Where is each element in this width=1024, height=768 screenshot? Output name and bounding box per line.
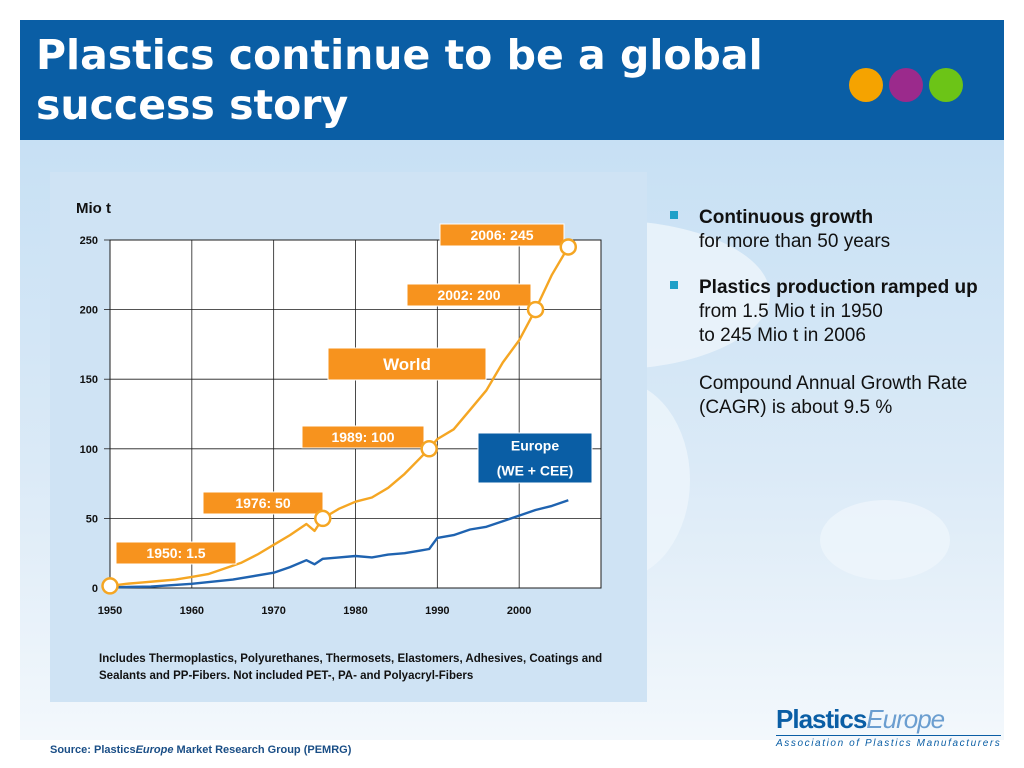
x-tick-label: 1990: [425, 605, 449, 617]
y-tick-label: 200: [80, 305, 98, 317]
annotation-label: 2002: 200: [437, 287, 500, 303]
annotation-label-box: [202, 491, 324, 515]
source-prefix: Source: Plastics: [50, 744, 136, 756]
bullet-text: to 245 Mio t in 2006: [699, 325, 866, 346]
series-label-europe: Europe: [511, 438, 559, 454]
bullet-item: Plastics production ramped up from 1.5 M…: [668, 276, 1008, 420]
y-axis-label: Mio t: [76, 200, 111, 217]
bullet-heading: Plastics production ramped up: [699, 277, 978, 298]
annotation-label: 1976: 50: [235, 495, 290, 511]
series-label-europe: (WE + CEE): [497, 463, 574, 479]
decor-dot-purple: [889, 68, 923, 102]
bullet-item: Continuous growth for more than 50 years: [668, 206, 1008, 254]
series-label-world-box: [327, 347, 487, 381]
annotation-label: 1950: 1.5: [146, 545, 205, 561]
source-italic: Europe: [135, 744, 174, 756]
bullet-list: Continuous growth for more than 50 years…: [668, 206, 1008, 442]
logo-word-b: Europe: [866, 704, 945, 734]
chart-caption: Includes Thermoplastics, Polyurethanes, …: [99, 653, 603, 682]
x-tick-label: 1980: [343, 605, 367, 617]
y-tick-label: 150: [80, 374, 98, 386]
plot-border: [109, 239, 602, 589]
bullet-text: Compound Annual Growth Rate (CAGR) is ab…: [699, 373, 968, 418]
annotation-label: 1989: 100: [331, 429, 394, 445]
annotation-marker: [314, 509, 332, 528]
bullet-square-icon: [670, 281, 678, 289]
slide-title: Plastics continue to be a global success…: [36, 31, 763, 129]
annotation-label: 2006: 245: [470, 227, 533, 243]
x-tick-label: 1970: [261, 605, 285, 617]
annotation-marker: [559, 238, 578, 256]
series-line-europe: [109, 499, 569, 589]
series-line-world: [109, 246, 570, 588]
series-label-europe-box: [477, 432, 593, 484]
bullet-square-icon: [670, 211, 678, 219]
y-tick-label: 100: [80, 444, 98, 456]
y-tick-label: 250: [80, 235, 98, 247]
bullet-text: from 1.5 Mio t in 1950: [699, 301, 883, 322]
x-tick-label: 1960: [180, 605, 204, 617]
annotation-label-box: [439, 223, 565, 247]
source-note: Source: PlasticsEurope Market Research G…: [50, 744, 351, 756]
annotation-label-box: [406, 283, 532, 307]
source-suffix: Market Research Group (PEMRG): [173, 744, 352, 756]
production-chart: 1950 1960 1970 1980 1990 2000 0 50 100 150 200 250 M…: [76, 200, 602, 617]
series-label-world: World: [383, 355, 431, 374]
annotation-label-box: [115, 541, 237, 565]
annotation-label-box: [301, 425, 425, 449]
x-tick-label: 2000: [507, 605, 531, 617]
decor-dot-green: [929, 68, 963, 102]
annotation-marker: [420, 440, 438, 458]
bullet-heading: Continuous growth: [699, 207, 874, 228]
annotation-marker: [526, 300, 545, 319]
logo-word-a: Plastics: [776, 704, 867, 734]
header-bar: Plastics continue to be a global success…: [20, 20, 1004, 140]
x-tick-label: 1950: [98, 605, 122, 617]
plasticseurope-logo: PlasticsEurope Association of Plastics M…: [776, 704, 1002, 749]
decor-dot-orange: [849, 68, 883, 102]
bullet-text: for more than 50 years: [699, 231, 891, 252]
logo-tagline: Association of Plastics Manufacturers: [776, 735, 1002, 749]
annotation-marker: [101, 577, 119, 595]
y-tick-label: 50: [86, 513, 98, 525]
y-tick-label: 0: [92, 583, 98, 595]
